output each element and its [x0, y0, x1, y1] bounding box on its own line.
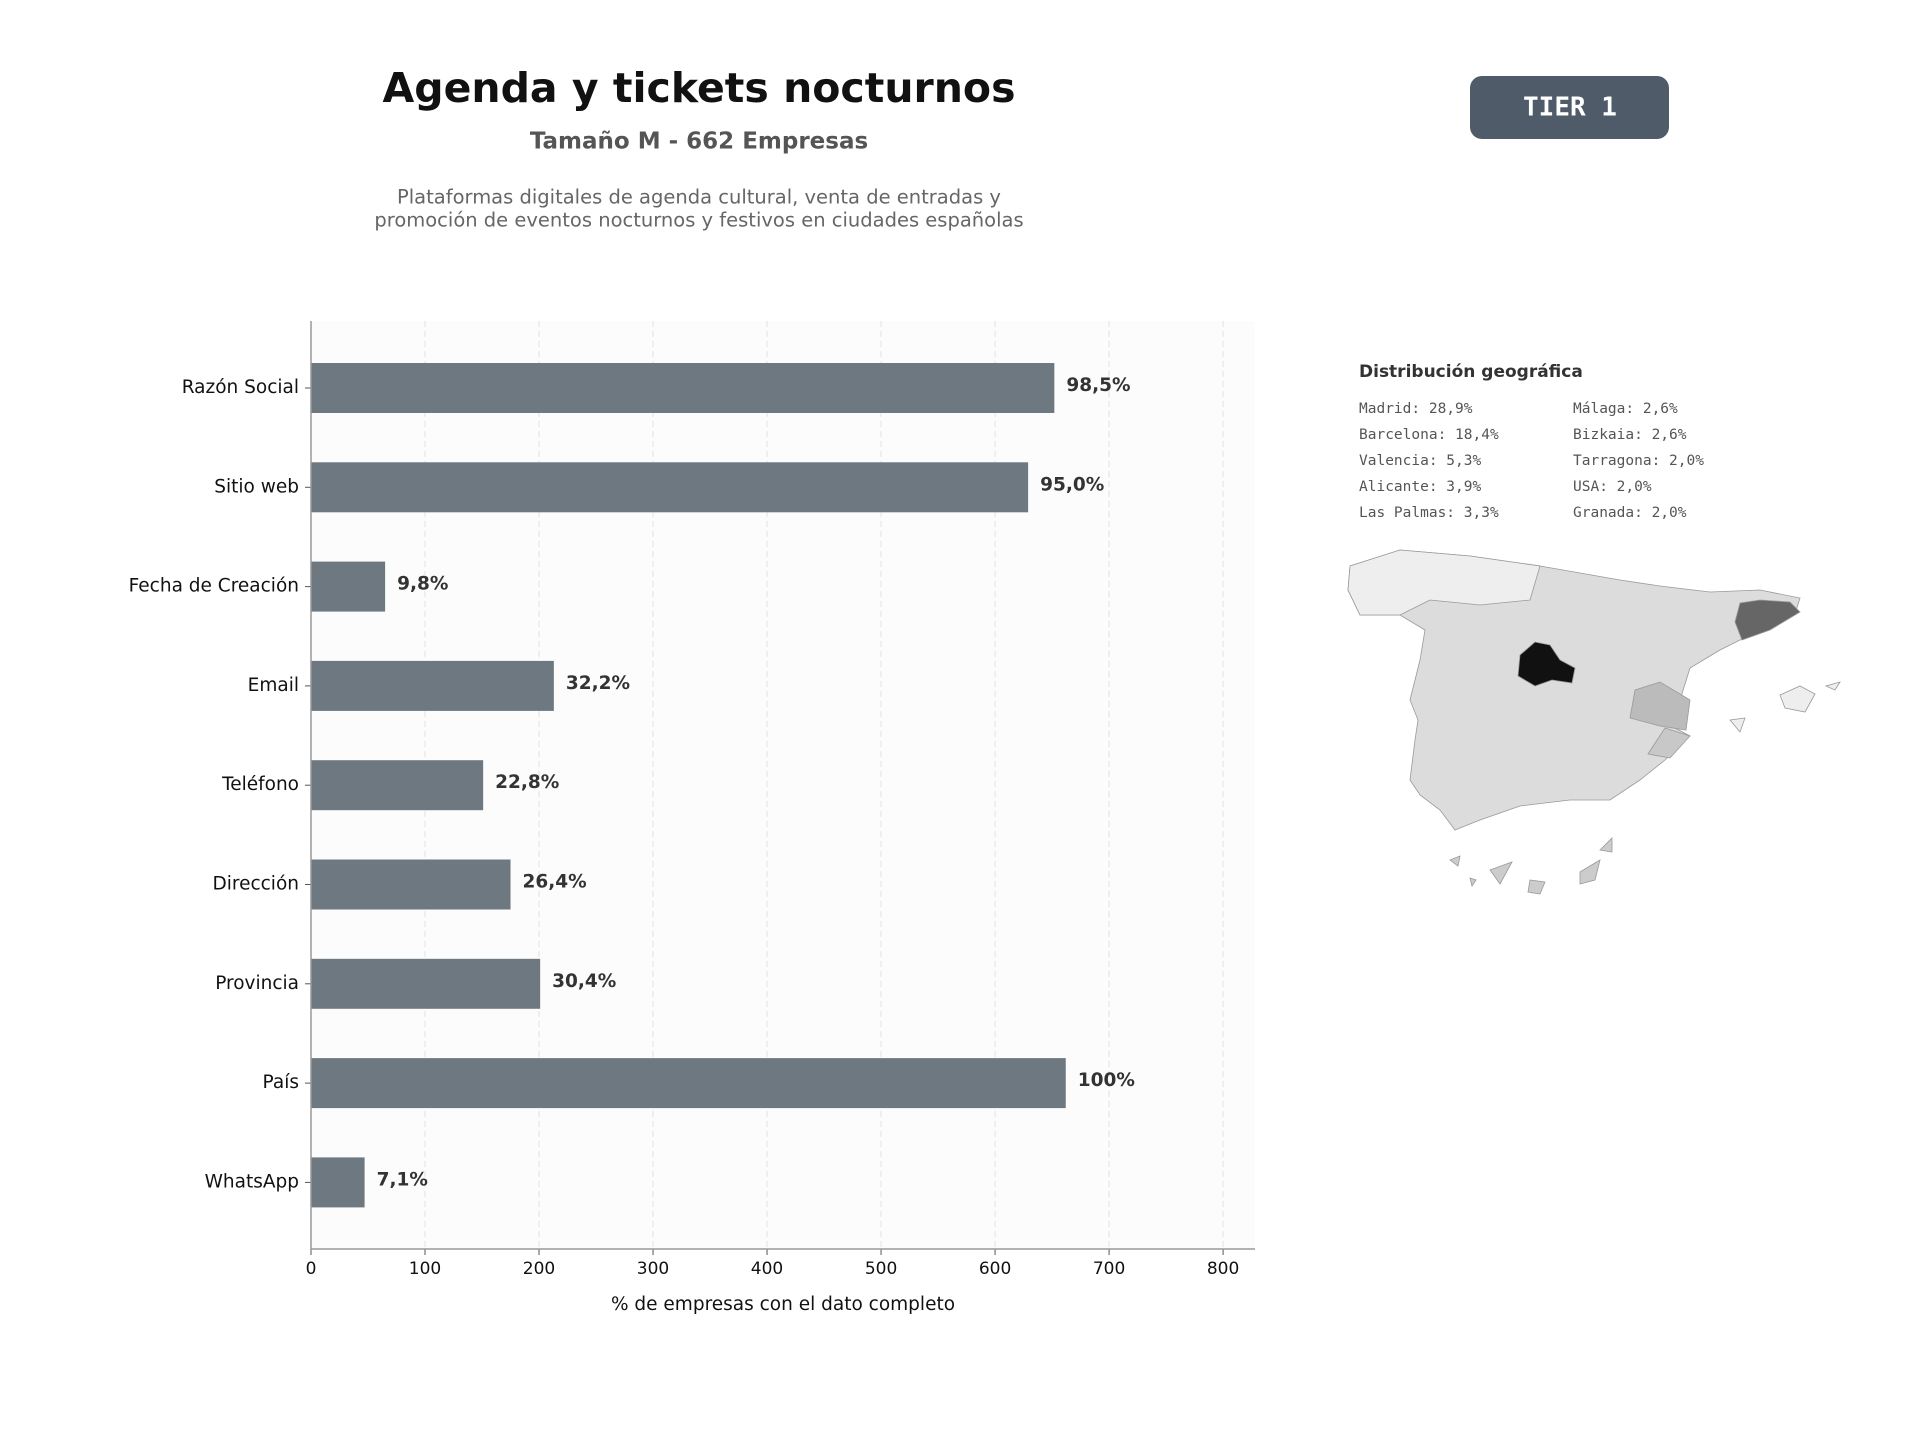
- geo-item: Málaga: 2,6%: [1573, 401, 1678, 417]
- value-label: 9,8%: [397, 574, 448, 595]
- y-tick-label: Dirección: [213, 874, 300, 895]
- geo-item: Alicante: 3,9%: [1359, 479, 1481, 495]
- bar: [311, 462, 1029, 513]
- bar: [311, 1058, 1066, 1109]
- geo-item: Granada: 2,0%: [1573, 505, 1687, 521]
- x-tick-label: 400: [751, 1259, 783, 1279]
- x-tick-label: 700: [1093, 1259, 1125, 1279]
- value-label: 30,4%: [552, 971, 616, 992]
- bar: [311, 561, 386, 612]
- x-axis-label: % de empresas con el dato completo: [611, 1294, 955, 1315]
- geo-item: Barcelona: 18,4%: [1359, 427, 1499, 443]
- bar: [311, 859, 511, 910]
- map-madrid: [1517, 641, 1576, 687]
- geo-item: Tarragona: 2,0%: [1573, 453, 1704, 469]
- y-tick-label: Email: [248, 675, 299, 696]
- x-tick-label: 500: [865, 1259, 897, 1279]
- x-tick-label: 100: [409, 1259, 441, 1279]
- map-mainland: [1347, 549, 1801, 831]
- map-barcelona: [1734, 599, 1801, 641]
- map: [1347, 549, 1841, 895]
- value-label: 7,1%: [377, 1169, 428, 1190]
- geo-title: Distribución geográfica: [1359, 362, 1583, 382]
- x-tick-label: 0: [306, 1259, 317, 1279]
- badge: [1470, 76, 1669, 139]
- map-islands: [1729, 681, 1841, 733]
- y-tick-label: Fecha de Creación: [129, 576, 299, 597]
- bar: [311, 958, 541, 1009]
- description: promoción de eventos nocturnos y festivo…: [374, 209, 1023, 232]
- geo-item: Bizkaia: 2,6%: [1573, 427, 1687, 443]
- bar: [311, 363, 1055, 413]
- geo-item: USA: 2,0%: [1573, 479, 1652, 495]
- x-tick-label: 600: [979, 1259, 1011, 1279]
- x-tick-label: 200: [523, 1259, 555, 1279]
- y-tick-label: WhatsApp: [205, 1171, 299, 1192]
- map-canarias: [1449, 837, 1613, 895]
- y-tick-label: Razón Social: [182, 377, 299, 398]
- value-label: 95,0%: [1040, 474, 1104, 495]
- bar: [311, 760, 484, 811]
- y-tick-label: Sitio web: [214, 476, 299, 497]
- map-alicante: [1647, 727, 1691, 759]
- y-tick-label: País: [263, 1072, 299, 1093]
- bar: [311, 660, 554, 711]
- value-label: 26,4%: [523, 872, 587, 893]
- map-valencia: [1629, 681, 1691, 731]
- y-tick-label: Teléfono: [221, 774, 299, 795]
- y-tick-label: Provincia: [215, 973, 299, 994]
- subtitle: Tamaño M - 662 Empresas: [530, 129, 868, 155]
- x-tick-label: 300: [637, 1259, 669, 1279]
- badge-text: TIER 1: [1523, 93, 1617, 123]
- value-label: 32,2%: [566, 673, 630, 694]
- geo-item: Madrid: 28,9%: [1359, 401, 1473, 417]
- map-region: [1347, 549, 1541, 616]
- value-label: 22,8%: [495, 772, 559, 793]
- description: Plataformas digitales de agenda cultural…: [397, 186, 1001, 209]
- geo-item: Las Palmas: 3,3%: [1359, 505, 1499, 521]
- value-label: 98,5%: [1066, 375, 1130, 396]
- x-tick-label: 800: [1207, 1259, 1239, 1279]
- bar: [311, 1157, 365, 1208]
- title: Agenda y tickets nocturnos: [383, 64, 1016, 112]
- value-label: 100%: [1078, 1070, 1135, 1091]
- geo-item: Valencia: 5,3%: [1359, 453, 1481, 469]
